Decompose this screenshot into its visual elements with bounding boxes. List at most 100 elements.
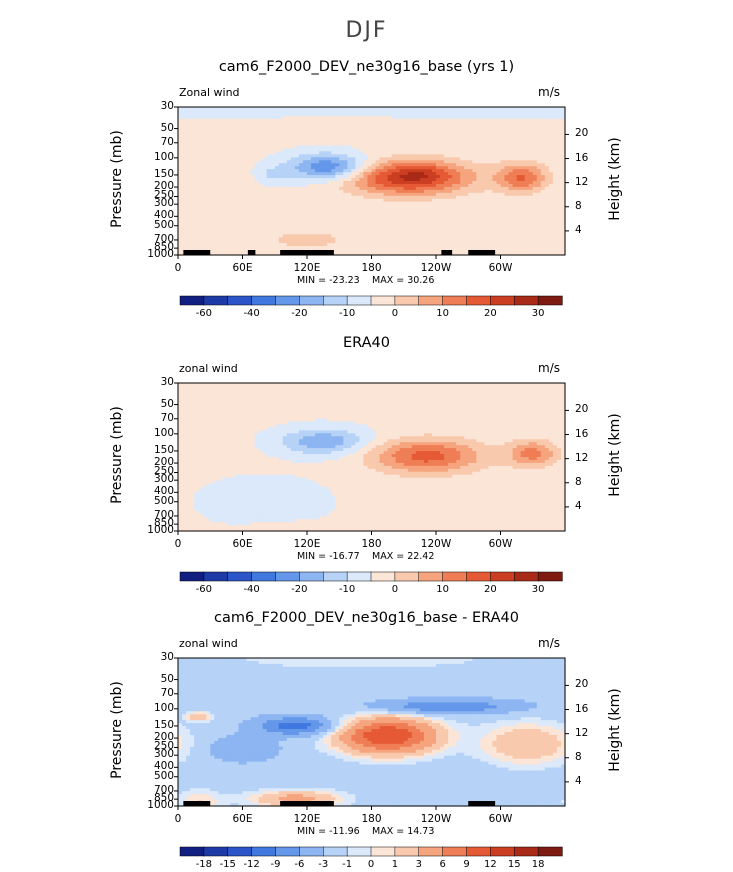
heat-cell — [335, 148, 340, 152]
heat-cell — [383, 118, 389, 123]
heat-cell — [363, 109, 369, 114]
heat-cell — [520, 192, 526, 197]
heat-cell — [258, 225, 264, 229]
heat-cell — [278, 225, 284, 229]
heat-cell — [407, 154, 413, 158]
heat-cell — [500, 166, 506, 170]
heat-cell — [186, 127, 191, 132]
heat-cell — [548, 243, 554, 247]
heat-cell — [464, 169, 469, 173]
heat-cell — [516, 169, 522, 173]
heat-cell — [552, 225, 558, 229]
heat-cell — [210, 234, 215, 238]
heat-cell — [190, 175, 195, 179]
heat-cell — [552, 213, 558, 218]
heat-cell — [226, 198, 232, 203]
heat-cell — [496, 237, 502, 241]
heat-cell — [319, 148, 324, 152]
heat-cell — [399, 175, 405, 179]
heat-cell — [500, 237, 506, 241]
heat-cell — [544, 231, 550, 235]
heat-cell — [464, 145, 469, 150]
heat-cell — [524, 195, 530, 200]
heat-cell — [210, 204, 215, 209]
heat-cell — [298, 243, 304, 247]
heat-cell — [387, 112, 393, 117]
heat-cell — [202, 154, 207, 158]
heat-cell — [202, 107, 207, 111]
heat-cell — [395, 115, 401, 120]
heat-cell — [290, 195, 296, 200]
heat-cell — [331, 249, 336, 253]
heat-cell — [359, 234, 365, 238]
heat-cell — [270, 213, 276, 218]
heat-cell — [431, 222, 437, 226]
heat-cell — [512, 133, 518, 138]
heat-cell — [242, 222, 248, 226]
heat-cell — [190, 195, 195, 200]
heat-cell — [544, 109, 550, 114]
heat-cell — [556, 115, 562, 120]
heat-cell — [456, 216, 461, 221]
heat-cell — [468, 148, 473, 152]
heat-cell — [182, 216, 187, 221]
heat-cell — [383, 163, 389, 167]
heat-cell — [331, 186, 336, 191]
heat-cell — [307, 222, 312, 226]
heat-cell — [403, 383, 409, 387]
heat-cell — [359, 148, 365, 152]
heat-cell — [351, 189, 356, 194]
heat-cell — [456, 243, 461, 247]
heat-cell — [524, 115, 530, 120]
heat-cell — [282, 213, 288, 218]
heat-cell — [351, 178, 356, 182]
heat-cell — [500, 178, 506, 182]
heat-cell — [560, 231, 566, 235]
heat-cell — [512, 201, 518, 206]
heat-cell — [395, 181, 401, 185]
heat-cell — [472, 228, 477, 232]
heat-cell — [242, 252, 248, 256]
heat-cell — [371, 252, 377, 256]
y-tick-label: 100 — [153, 150, 174, 163]
heat-cell — [294, 210, 300, 215]
heat-cell — [230, 225, 236, 229]
heat-cell — [363, 154, 369, 158]
heat-cell — [476, 166, 481, 170]
heat-cell — [488, 178, 494, 182]
heat-cell — [375, 178, 381, 182]
heat-cell — [440, 172, 445, 176]
heat-cell — [379, 213, 385, 218]
heat-cell — [238, 252, 244, 256]
heat-cell — [351, 240, 356, 244]
heat-cell — [540, 115, 546, 120]
heat-cell — [307, 237, 312, 241]
heat-cell — [427, 192, 433, 197]
heat-cell — [548, 109, 554, 114]
heat-cell — [371, 225, 377, 229]
heat-cell — [540, 383, 546, 387]
heat-cell — [246, 151, 252, 155]
heat-cell — [556, 222, 562, 226]
heat-cell — [512, 246, 518, 250]
heat-cell — [387, 142, 393, 147]
heat-cell — [403, 222, 409, 226]
heat-cell — [444, 189, 449, 194]
heat-cell — [319, 195, 324, 200]
heat-cell — [472, 198, 477, 203]
heat-cell — [254, 172, 260, 176]
heat-cell — [399, 142, 405, 147]
heat-cell — [238, 142, 244, 147]
heat-cell — [242, 154, 248, 158]
heat-cell — [250, 243, 256, 247]
heat-cell — [431, 234, 437, 238]
heat-cell — [319, 181, 324, 185]
heat-cell — [367, 237, 373, 241]
heat-cell — [391, 198, 397, 203]
heat-cell — [186, 204, 191, 209]
heat-cell — [452, 118, 457, 123]
heat-cell — [419, 130, 425, 135]
heat-cell — [222, 243, 227, 247]
heat-cell — [238, 145, 244, 150]
heat-cell — [484, 183, 490, 188]
